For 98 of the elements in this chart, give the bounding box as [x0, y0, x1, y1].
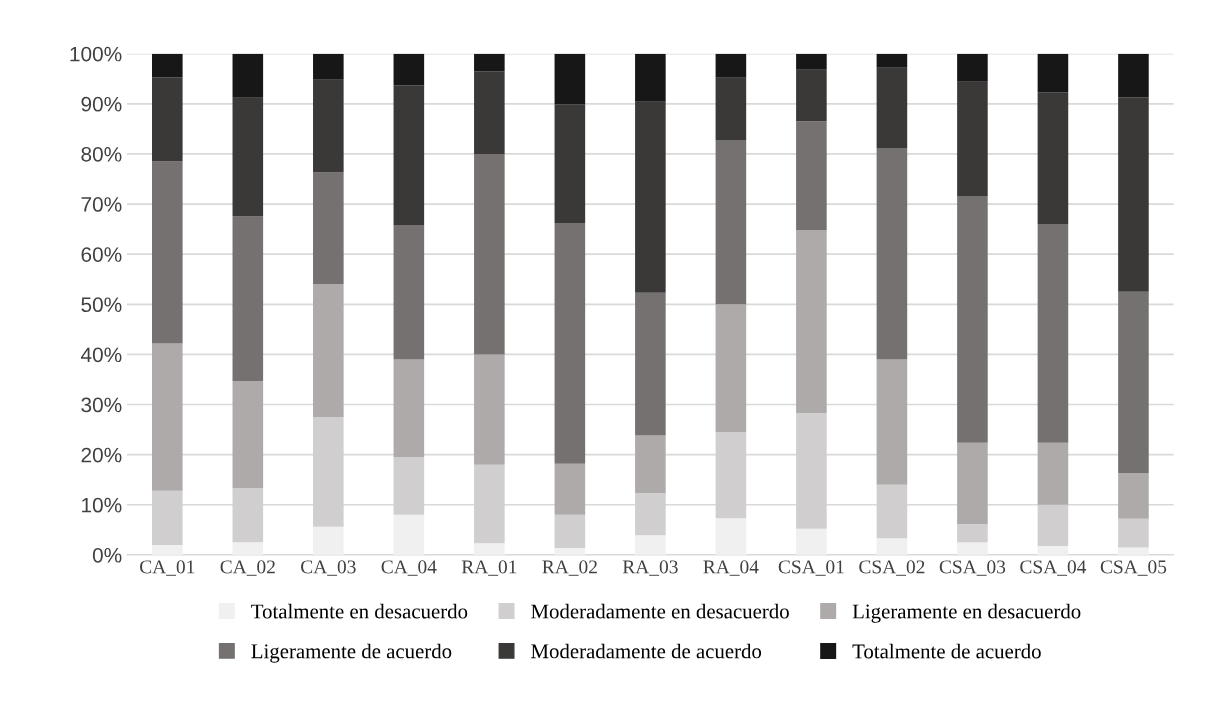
- bar: [393, 53, 425, 86]
- x-tick-label: RA_02: [542, 560, 597, 576]
- y-tick-label: 100%: [70, 46, 122, 62]
- bar: [232, 216, 264, 381]
- bar: [876, 147, 908, 360]
- bar: [554, 463, 586, 515]
- x-tick-label: RA_04: [703, 560, 759, 576]
- bar: [232, 53, 264, 98]
- bar: [957, 542, 988, 555]
- x-tick-label: CSA_02: [859, 560, 925, 576]
- bar: [796, 53, 827, 70]
- bar: [554, 223, 586, 464]
- y-tick-label: 70%: [81, 197, 122, 212]
- bar: [1118, 473, 1149, 519]
- bar: [796, 69, 827, 122]
- bar: [474, 543, 505, 555]
- y-tick-label: 40%: [80, 347, 122, 363]
- bar: [1118, 291, 1149, 474]
- bar: [957, 81, 988, 197]
- bar: [232, 542, 264, 555]
- bar: [554, 514, 586, 548]
- bar: [957, 196, 988, 443]
- bar: [796, 528, 827, 555]
- bar: [474, 71, 505, 154]
- y-tick-label: 50%: [81, 297, 122, 313]
- bar: [1118, 518, 1149, 548]
- x-tick-label: CA_04: [381, 560, 437, 576]
- bar: [1037, 545, 1069, 555]
- bar: [313, 284, 344, 418]
- bar: [232, 97, 264, 217]
- y-tick-label: 30%: [81, 397, 122, 413]
- x-tick-label: CSA_01: [778, 560, 844, 576]
- bar: [393, 514, 425, 555]
- bar: [635, 292, 666, 436]
- bar: [152, 53, 183, 78]
- bar: [715, 77, 747, 140]
- bar: [715, 139, 747, 305]
- y-tick-label: 60%: [81, 247, 122, 262]
- bar: [876, 53, 908, 68]
- y-tick-label: 90%: [81, 96, 122, 112]
- bar: [957, 524, 988, 543]
- bar: [313, 526, 344, 555]
- legend-label: Moderadamente de acuerdo: [531, 643, 762, 659]
- x-tick-label: CSA_05: [1100, 560, 1167, 576]
- bar: [876, 67, 908, 148]
- bar: [1037, 92, 1069, 225]
- x-tick-label: CA_01: [140, 560, 195, 576]
- bar: [152, 343, 183, 491]
- bar: [1118, 547, 1149, 555]
- bar: [313, 79, 344, 173]
- bar: [957, 53, 988, 82]
- bar: [474, 53, 505, 72]
- bar: [313, 172, 344, 285]
- bar: [474, 354, 505, 465]
- bar: [1118, 53, 1149, 98]
- legend-label: Ligeramente de acuerdo: [251, 643, 452, 663]
- x-tick-label: CA_03: [301, 560, 356, 576]
- bar: [635, 101, 666, 293]
- bar: [393, 359, 425, 458]
- bar: [796, 230, 827, 414]
- bar: [152, 77, 183, 162]
- bar: [1037, 53, 1069, 93]
- legend-label: Totalmente en desacuerdo: [251, 603, 468, 619]
- bar: [1037, 442, 1069, 505]
- y-tick-label: 80%: [81, 146, 122, 162]
- legend-label: Moderadamente en desacuerdo: [531, 603, 789, 619]
- x-tick-label: RA_03: [622, 560, 678, 576]
- bar: [1037, 224, 1069, 443]
- bar: [876, 359, 908, 485]
- bar: [796, 121, 827, 231]
- bar: [474, 153, 505, 355]
- bar: [635, 535, 666, 555]
- bar: [152, 161, 183, 344]
- y-tick-label: 10%: [82, 497, 122, 513]
- y-tick-label: 20%: [81, 447, 122, 463]
- bar: [1118, 97, 1149, 292]
- bar: [635, 435, 666, 494]
- legend-label: Totalmente de acuerdo: [852, 643, 1041, 659]
- bar: [393, 85, 425, 226]
- bar: [715, 53, 747, 78]
- bar: [554, 547, 586, 555]
- x-tick-label: CSA_03: [939, 560, 1006, 576]
- y-tick-label: 0%: [92, 547, 122, 563]
- x-tick-label: RA_01: [461, 560, 517, 576]
- bar: [393, 225, 425, 360]
- bar: [957, 442, 988, 525]
- bar: [152, 544, 183, 555]
- x-tick-label: CA_02: [220, 560, 275, 576]
- bar: [232, 380, 264, 489]
- bar: [635, 53, 666, 102]
- bar: [554, 53, 586, 105]
- bar: [715, 518, 747, 555]
- x-tick-label: CSA_04: [1020, 560, 1087, 576]
- bar: [715, 304, 747, 433]
- bar: [554, 104, 586, 224]
- legend-label: Ligeramente en desacuerdo: [852, 603, 1081, 623]
- bar: [313, 53, 344, 80]
- bar: [876, 538, 908, 555]
